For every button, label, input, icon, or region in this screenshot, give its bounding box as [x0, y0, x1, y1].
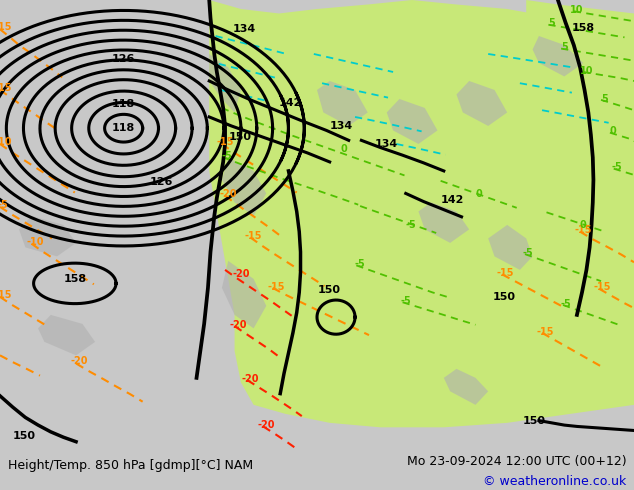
- Text: 158: 158: [63, 274, 86, 284]
- Polygon shape: [533, 36, 583, 76]
- Polygon shape: [38, 315, 95, 355]
- Text: 118: 118: [112, 99, 135, 109]
- Polygon shape: [387, 99, 437, 144]
- Text: -15: -15: [0, 22, 12, 32]
- Polygon shape: [19, 216, 76, 256]
- Text: -5: -5: [401, 296, 411, 306]
- Text: -5: -5: [523, 248, 533, 258]
- Text: 10: 10: [579, 66, 593, 75]
- Text: 134: 134: [330, 121, 353, 131]
- Text: 0: 0: [580, 220, 586, 230]
- Text: 0: 0: [610, 126, 616, 136]
- Text: -15: -15: [267, 282, 285, 292]
- Polygon shape: [418, 202, 469, 243]
- Text: -5: -5: [222, 151, 232, 161]
- Text: -15: -15: [245, 231, 262, 241]
- Text: -5: -5: [561, 298, 571, 309]
- Polygon shape: [488, 225, 533, 270]
- Text: -20: -20: [229, 320, 247, 330]
- Text: 150: 150: [493, 292, 515, 302]
- Text: -15: -15: [496, 268, 514, 278]
- Polygon shape: [222, 157, 266, 216]
- Text: -5: -5: [0, 199, 8, 210]
- Text: -20: -20: [70, 356, 88, 366]
- Text: Height/Temp. 850 hPa [gdmp][°C] NAM: Height/Temp. 850 hPa [gdmp][°C] NAM: [8, 459, 253, 471]
- Text: 10: 10: [570, 5, 584, 15]
- Text: 126: 126: [112, 54, 135, 64]
- Text: © weatheronline.co.uk: © weatheronline.co.uk: [483, 475, 626, 488]
- Text: -20: -20: [242, 374, 259, 384]
- Polygon shape: [444, 369, 488, 405]
- Text: 126: 126: [150, 177, 173, 187]
- Text: 0: 0: [476, 189, 482, 199]
- Text: 118: 118: [112, 123, 135, 133]
- Polygon shape: [456, 81, 507, 126]
- Polygon shape: [317, 81, 368, 126]
- Polygon shape: [209, 0, 634, 427]
- Text: 134: 134: [375, 139, 398, 149]
- Text: -15: -15: [216, 137, 234, 147]
- Text: -5: -5: [355, 259, 365, 269]
- Polygon shape: [526, 0, 634, 36]
- Text: -15: -15: [593, 282, 611, 293]
- Text: -20: -20: [219, 189, 237, 199]
- Text: -15: -15: [0, 83, 12, 93]
- Text: -15: -15: [574, 225, 592, 235]
- Text: -5: -5: [406, 220, 416, 230]
- Text: 5: 5: [601, 94, 607, 103]
- Text: 5: 5: [548, 19, 555, 28]
- Text: -10: -10: [0, 137, 12, 147]
- Text: 0: 0: [340, 145, 347, 154]
- Text: -20: -20: [232, 270, 250, 279]
- Text: 142: 142: [441, 195, 464, 205]
- Text: 134: 134: [233, 24, 256, 34]
- Text: 150: 150: [228, 132, 251, 142]
- Text: 150: 150: [13, 431, 36, 441]
- Text: 142: 142: [279, 98, 302, 108]
- Text: 158: 158: [572, 23, 595, 33]
- Text: -15: -15: [0, 290, 12, 299]
- Polygon shape: [209, 54, 241, 113]
- Text: 150: 150: [522, 416, 545, 426]
- Text: -20: -20: [257, 420, 275, 430]
- Text: 5: 5: [561, 42, 567, 52]
- Text: Mo 23-09-2024 12:00 UTC (00+12): Mo 23-09-2024 12:00 UTC (00+12): [407, 455, 626, 468]
- Text: -10: -10: [26, 237, 44, 246]
- Text: -5: -5: [612, 162, 622, 172]
- Polygon shape: [222, 261, 266, 328]
- Text: 150: 150: [318, 285, 341, 295]
- Text: -15: -15: [536, 326, 554, 337]
